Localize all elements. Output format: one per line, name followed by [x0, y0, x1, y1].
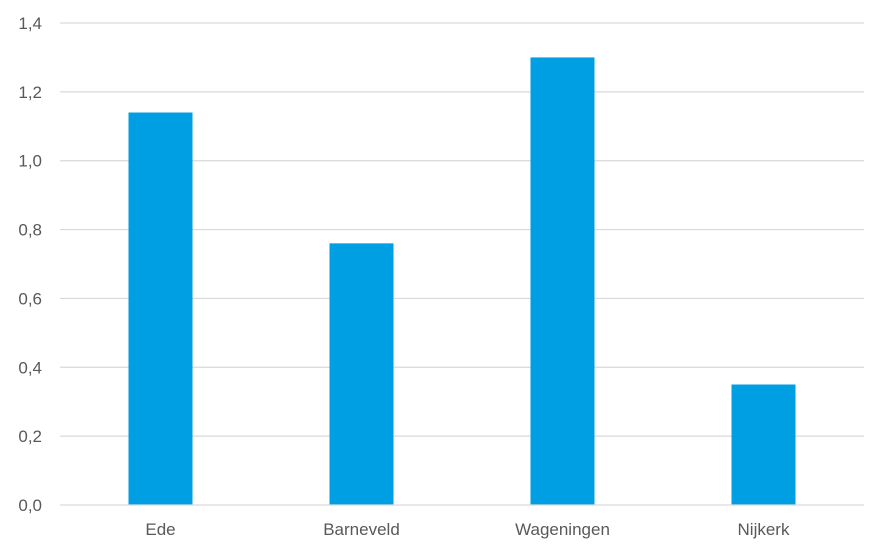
y-tick-label: 1,2	[18, 83, 42, 102]
bar-ede	[128, 112, 193, 505]
y-tick-label: 0,8	[18, 221, 42, 240]
y-tick-label: 0,4	[18, 358, 42, 377]
x-category-label: Wageningen	[515, 520, 610, 539]
bar-barneveld	[329, 243, 394, 506]
y-tick-label: 0,2	[18, 427, 42, 446]
y-axis-tick-labels: 0,0 0,2 0,4 0,6 0,8 1,0 1,2 1,4	[18, 14, 42, 515]
x-category-label: Nijkerk	[738, 520, 790, 539]
bar-wageningen	[530, 57, 595, 506]
y-tick-label: 0,0	[18, 496, 42, 515]
y-tick-label: 1,0	[18, 152, 42, 171]
gridlines	[60, 22, 864, 437]
x-category-label: Ede	[145, 520, 175, 539]
bar-nijkerk	[731, 384, 796, 505]
x-axis-category-labels: Ede Barneveld Wageningen Nijkerk	[145, 520, 790, 539]
x-category-label: Barneveld	[323, 520, 400, 539]
bars	[128, 57, 796, 506]
y-tick-label: 1,4	[18, 14, 42, 33]
y-tick-label: 0,6	[18, 289, 42, 308]
